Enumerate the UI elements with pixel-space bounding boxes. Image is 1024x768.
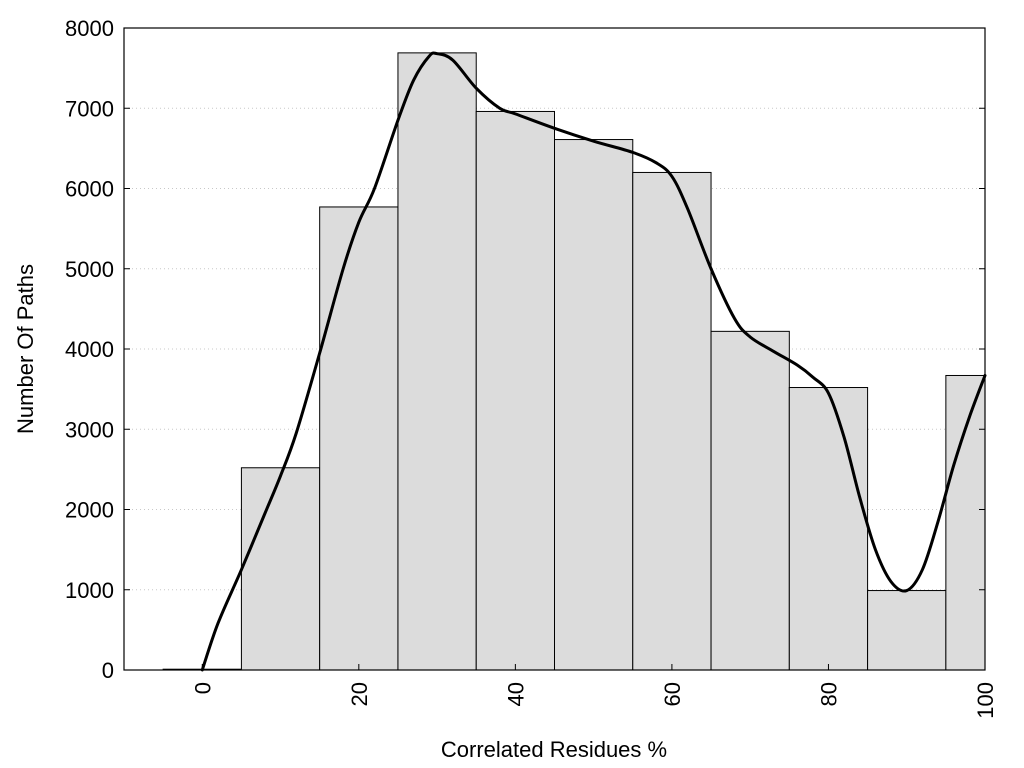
histogram-bar <box>945 374 986 671</box>
y-tick-label: 0 <box>102 658 114 683</box>
y-tick-label: 8000 <box>65 16 114 41</box>
y-tick-label: 3000 <box>65 417 114 442</box>
y-tick-label: 2000 <box>65 498 114 523</box>
y-tick-label: 1000 <box>65 578 114 603</box>
curve-layer <box>200 51 987 672</box>
x-axis-ticks: 0 20 40 60 80 100 <box>190 664 998 719</box>
histogram-bar <box>710 330 790 671</box>
y-tick-label: 7000 <box>65 96 114 121</box>
histogram-bar <box>475 110 555 671</box>
histogram-bar <box>240 467 321 671</box>
histogram-bar <box>632 171 712 671</box>
x-tick-label: 80 <box>816 682 841 706</box>
x-tick-label: 20 <box>347 682 372 706</box>
y-tick-label: 5000 <box>65 257 114 282</box>
x-tick-label: 60 <box>660 682 685 706</box>
x-tick-label: 40 <box>503 682 528 706</box>
histogram-bar <box>319 206 399 671</box>
y-axis-ticks: 0 1000 2000 3000 4000 5000 6000 7000 8000 <box>65 16 985 683</box>
x-tick-label: 100 <box>973 682 998 719</box>
x-axis-title: Correlated Residues % <box>441 737 667 762</box>
histogram-bar <box>554 139 634 671</box>
x-tick-label: 0 <box>190 682 215 694</box>
bars <box>162 52 986 671</box>
y-tick-label: 4000 <box>65 337 114 362</box>
y-axis-title: Number Of Paths <box>13 264 38 434</box>
trend-curve <box>200 51 987 672</box>
histogram-bar <box>788 387 869 671</box>
histogram-bar <box>867 590 947 671</box>
y-tick-label: 6000 <box>65 177 114 202</box>
histogram-bar <box>397 52 477 671</box>
